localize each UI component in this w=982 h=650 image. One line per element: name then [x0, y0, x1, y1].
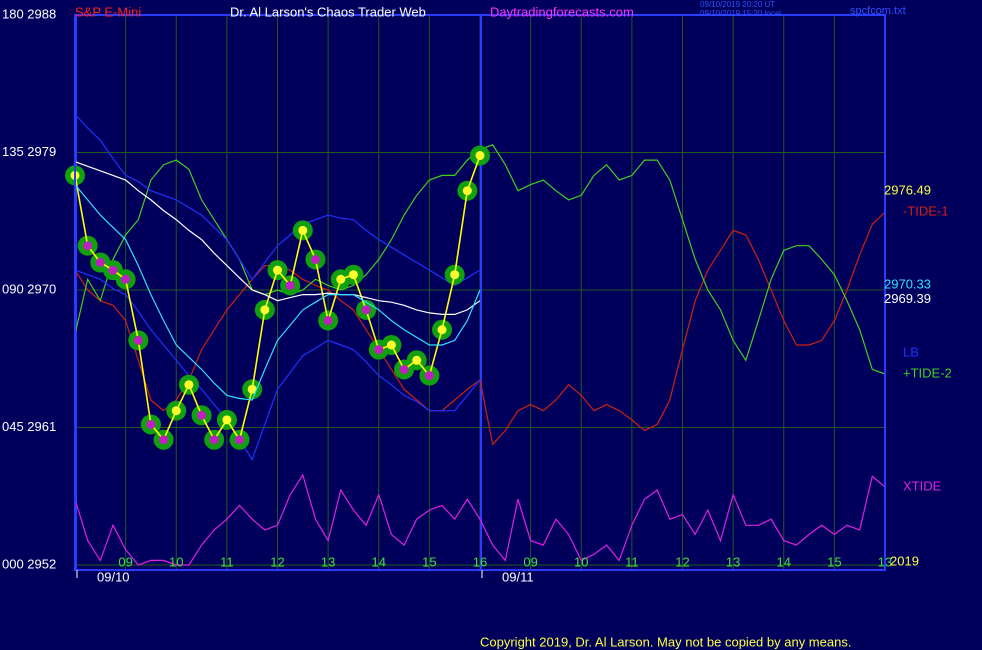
x-tick-label: 12	[675, 554, 689, 569]
last-value-label: 2969.39	[884, 291, 931, 306]
price-dot	[298, 225, 308, 235]
price-dot	[209, 435, 219, 445]
x-tick-label: 15	[827, 554, 841, 569]
price-dot	[222, 415, 232, 425]
x-tick-label: 11	[220, 554, 234, 569]
price-dot	[273, 265, 282, 275]
x-tick-label: 14	[777, 554, 791, 569]
price-dot	[95, 258, 105, 267]
series-line	[74, 161, 481, 315]
y-tick-label: 000 2952	[2, 556, 56, 571]
price-dot	[386, 340, 396, 350]
x-tick-label: 10	[169, 554, 183, 569]
x-tick-label: 14	[372, 554, 386, 569]
x-tick-label: 10	[574, 554, 588, 569]
price-dot	[424, 371, 434, 381]
price-dot	[462, 186, 472, 196]
stamp: 09/10/2019 15:20 local	[700, 9, 781, 18]
x-tick-label: 15	[422, 554, 436, 569]
x-tick-label: 13	[878, 554, 892, 569]
price-dot	[285, 280, 295, 290]
plot-frame	[74, 14, 886, 571]
date-label: 09/10	[97, 569, 130, 584]
year: 2019	[890, 553, 919, 568]
series-label: XTIDE	[903, 479, 942, 494]
price-dot	[108, 265, 118, 275]
price-dot	[133, 335, 143, 345]
price-dot	[361, 305, 371, 315]
last-value-label: 2976.49	[884, 182, 931, 197]
price-dot	[399, 364, 409, 374]
price-dot	[323, 316, 333, 326]
stamp: 09/10/2019 20:20 UT	[700, 0, 775, 9]
series-line	[74, 473, 886, 566]
date-label: 09/11	[502, 569, 534, 584]
price-dot	[235, 435, 245, 445]
price-dot	[197, 410, 207, 420]
last-value-label: 2970.33	[884, 276, 931, 291]
labels: 180 2988 135 2979 090 2970 045 2961 000 2952…	[2, 6, 952, 584]
price-dot	[374, 345, 384, 355]
series-line	[74, 269, 481, 461]
price-dot	[348, 270, 358, 280]
price-dot	[247, 384, 257, 394]
price-dot	[450, 270, 460, 280]
price-dot	[184, 380, 194, 390]
price-dot	[171, 406, 181, 416]
file-name: spcfcom.txt	[850, 5, 906, 17]
series-label: -TIDE-1	[903, 204, 949, 219]
series-line	[74, 113, 481, 287]
copyright: Copyright 2019, Dr. Al Larson. May not b…	[480, 634, 851, 649]
site: Daytradingforecasts.com	[490, 4, 634, 19]
y-tick-label: 090 2970	[2, 281, 56, 296]
y-tick-label: 180 2988	[2, 6, 56, 21]
x-tick-label: 09	[118, 554, 132, 569]
y-tick-label: 135 2979	[2, 144, 56, 159]
price-dot	[159, 435, 169, 445]
x-tick-label: 09	[523, 554, 537, 569]
series-label: +TIDE-2	[903, 365, 952, 380]
x-tick-label: 12	[270, 554, 284, 569]
price-dot	[146, 419, 156, 429]
x-tick-label: 11	[625, 554, 639, 569]
price-dot	[475, 151, 485, 161]
price-dot	[260, 305, 270, 315]
series-layer	[65, 113, 886, 566]
x-tick-label: 13	[726, 554, 740, 569]
price-dot	[310, 254, 320, 264]
chart-title: Dr. Al Larson's Chaos Trader Web	[230, 4, 426, 19]
x-tick-label: 13	[321, 554, 335, 569]
series-line	[74, 184, 481, 401]
price-dot	[83, 241, 93, 251]
price-dot	[437, 325, 447, 335]
price-dot	[336, 274, 346, 284]
price-dot	[121, 274, 131, 284]
x-tick-label: 16	[473, 554, 487, 569]
series-label: LB	[903, 344, 919, 359]
y-tick-label: 045 2961	[2, 419, 56, 434]
price-dot	[412, 355, 422, 365]
instrument: S&P E-Mini	[75, 4, 141, 19]
